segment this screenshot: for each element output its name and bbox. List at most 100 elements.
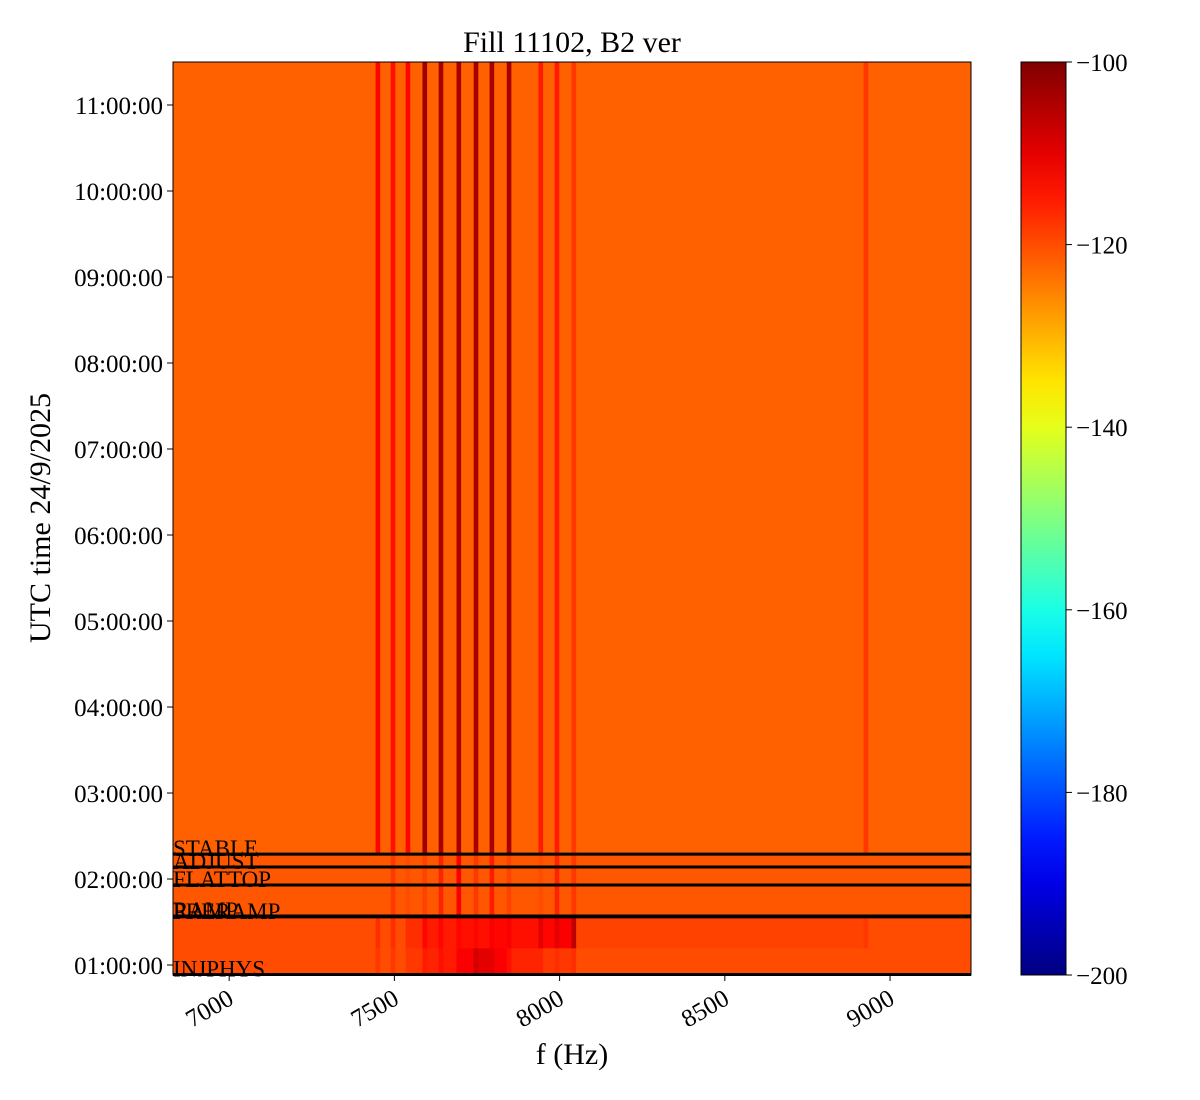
y-tick-label: 02:00:00 bbox=[74, 867, 163, 894]
heatmap-cell bbox=[380, 947, 392, 976]
heatmap-cell bbox=[395, 916, 407, 949]
heatmap-cell bbox=[405, 916, 411, 949]
heatmap-cell bbox=[405, 62, 411, 855]
heatmap-cell bbox=[380, 916, 392, 949]
heatmap-cell bbox=[554, 916, 560, 949]
heatmap-cell bbox=[395, 62, 407, 855]
phase-label: RAMP bbox=[173, 898, 238, 923]
heatmap-cell bbox=[427, 62, 440, 855]
y-tick-label: 06:00:00 bbox=[74, 523, 163, 550]
heatmap-cell bbox=[559, 947, 573, 976]
x-tick-label: 7000 bbox=[181, 985, 238, 1033]
colorbar bbox=[1020, 61, 1067, 976]
heatmap-cell bbox=[571, 62, 577, 855]
phase-label: INJPHYS bbox=[173, 956, 265, 981]
heatmap-cell bbox=[410, 916, 423, 949]
heatmap-cell bbox=[494, 62, 508, 855]
heatmap-cell bbox=[427, 947, 440, 976]
heatmap-cell bbox=[559, 916, 573, 949]
plot-frame bbox=[172, 61, 972, 976]
heatmap-cell bbox=[576, 62, 865, 855]
heatmap-cell bbox=[410, 947, 423, 976]
heatmap-cell bbox=[576, 947, 865, 976]
heatmap-cell bbox=[543, 62, 556, 855]
y-tick-label: 01:00:00 bbox=[74, 953, 163, 980]
colorbar-tick-label: −180 bbox=[1076, 780, 1128, 807]
heatmap-cell bbox=[461, 62, 475, 855]
colorbar-tick-label: −120 bbox=[1076, 233, 1128, 260]
heatmap-cell bbox=[173, 947, 377, 976]
heatmap-cell bbox=[559, 62, 573, 855]
y-tick-label: 09:00:00 bbox=[74, 265, 163, 292]
heatmap-cell bbox=[473, 62, 479, 855]
heatmap-cell bbox=[863, 62, 869, 855]
x-tick-label: 7500 bbox=[347, 985, 404, 1033]
heatmap-cell bbox=[473, 916, 479, 949]
phase-label: PRERAMP bbox=[173, 899, 280, 924]
heatmap-cell bbox=[456, 916, 462, 949]
heatmap-cell bbox=[863, 947, 869, 976]
heatmap-cell bbox=[489, 916, 495, 949]
y-tick-label: 05:00:00 bbox=[74, 609, 163, 636]
y-axis-label: UTC time 24/9/2025 bbox=[24, 393, 57, 643]
heatmap-cell bbox=[410, 62, 423, 855]
heatmap-cell bbox=[478, 947, 491, 976]
heatmap-cell bbox=[390, 916, 396, 949]
heatmap-cell bbox=[506, 947, 512, 976]
colorbar-tick-label: −160 bbox=[1076, 598, 1128, 625]
colorbar-tick-label: −140 bbox=[1076, 415, 1128, 442]
heatmap-cell bbox=[438, 62, 444, 855]
x-tick-label: 8000 bbox=[512, 985, 569, 1033]
heatmap-cell bbox=[511, 62, 539, 855]
heatmap-cell bbox=[390, 947, 396, 976]
heatmap-cell bbox=[456, 62, 462, 855]
x-tick-label: 9000 bbox=[842, 985, 899, 1033]
heatmap-cell bbox=[489, 947, 495, 976]
heatmap-cell bbox=[461, 916, 475, 949]
heatmap-cell bbox=[511, 916, 539, 949]
heatmap-cell bbox=[375, 947, 381, 976]
x-tick-label: 8500 bbox=[677, 985, 734, 1033]
y-tick-label: 11:00:00 bbox=[75, 93, 163, 120]
heatmap-cell bbox=[422, 916, 428, 949]
heatmap-cell bbox=[395, 947, 407, 976]
y-tick-label: 10:00:00 bbox=[74, 179, 163, 206]
heatmap-cell bbox=[443, 916, 458, 949]
heatmap-cell bbox=[506, 916, 512, 949]
heatmap-cell bbox=[461, 947, 475, 976]
phase-label: STABLE bbox=[173, 836, 258, 861]
heatmap-cell bbox=[375, 916, 381, 949]
heatmap-cell bbox=[543, 947, 556, 976]
y-tick-label: 07:00:00 bbox=[74, 437, 163, 464]
heatmap-cell bbox=[473, 947, 479, 976]
y-tick-label: 04:00:00 bbox=[74, 695, 163, 722]
heatmap-cell bbox=[543, 916, 556, 949]
heatmap-cell bbox=[443, 947, 458, 976]
heatmap-cell bbox=[571, 947, 577, 976]
heatmap-cell bbox=[456, 947, 462, 976]
heatmap-cell bbox=[489, 62, 495, 855]
heatmap-cell bbox=[538, 916, 544, 949]
heatmap-cell bbox=[173, 62, 377, 855]
chart-title: Fill 11102, B2 ver bbox=[463, 26, 681, 59]
heatmap-cell bbox=[868, 916, 972, 949]
heatmap-cell bbox=[375, 62, 381, 855]
heatmap-cell bbox=[538, 62, 544, 855]
phase-label: ADJUST bbox=[173, 849, 259, 874]
colorbar-tick-label: −100 bbox=[1076, 50, 1128, 77]
heatmap-cell bbox=[554, 947, 560, 976]
heatmap-cell bbox=[554, 62, 560, 855]
heatmap-cell bbox=[576, 916, 865, 949]
heatmap-cell bbox=[863, 916, 869, 949]
colorbar-tick-label: −200 bbox=[1076, 963, 1128, 990]
heatmap-cell bbox=[538, 947, 544, 976]
heatmap-cell bbox=[438, 947, 444, 976]
heatmap-cell bbox=[506, 62, 512, 855]
heatmap-cell bbox=[478, 916, 491, 949]
heatmap-cell bbox=[405, 947, 411, 976]
heatmap-cell bbox=[868, 62, 972, 855]
heatmap-cell bbox=[173, 916, 377, 949]
heatmap-cell bbox=[427, 916, 440, 949]
heatmap-cell bbox=[571, 916, 577, 949]
